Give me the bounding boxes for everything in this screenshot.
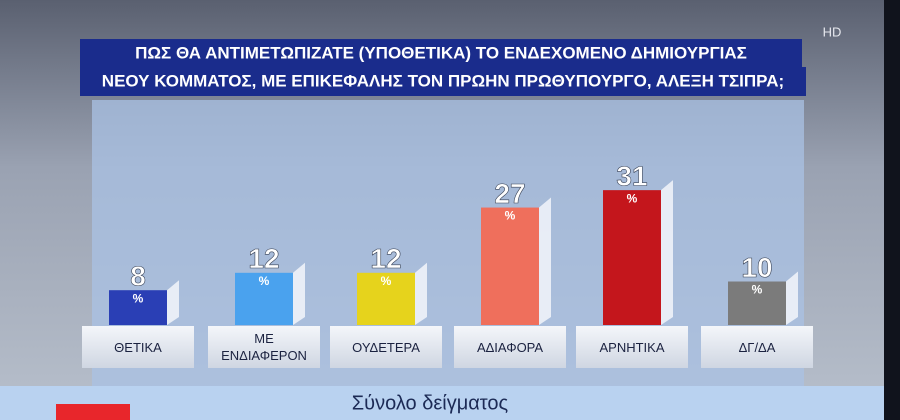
value-unit: % xyxy=(381,274,392,288)
bar xyxy=(728,281,786,325)
value-unit: % xyxy=(259,274,270,288)
bar xyxy=(357,272,415,325)
value-label: 8 xyxy=(130,261,146,292)
value-label: 12 xyxy=(370,243,401,274)
bar xyxy=(603,190,661,325)
footer-text: Σύνολο δείγματος xyxy=(352,392,509,414)
bar-side xyxy=(539,197,551,325)
value-unit: % xyxy=(505,209,516,223)
category-label: ΜΕ ΕΝΔΙΑΦΕΡΟΝ xyxy=(208,326,320,368)
title-box xyxy=(80,39,802,67)
value-unit: % xyxy=(752,283,763,297)
value-label: 27 xyxy=(494,178,525,209)
category-label: ΑΔΙΑΦΟΡΑ xyxy=(454,326,566,368)
value-unit: % xyxy=(627,191,638,205)
chart-panel xyxy=(92,100,804,388)
chart-title: ΝΕΟΥ ΚΟΜΜΑΤΟΣ, ΜΕ ΕΠΙΚΕΦΑΛΗΣ ΤΟΝ ΠΡΩΗΝ Π… xyxy=(102,71,784,90)
bar-side xyxy=(786,271,798,325)
category-label: ΘΕΤΙΚΑ xyxy=(82,326,194,368)
bar-side xyxy=(293,262,305,325)
bar-side xyxy=(167,280,179,325)
edge xyxy=(884,0,900,420)
bar xyxy=(481,207,539,325)
bar xyxy=(235,272,293,325)
value-label: 12 xyxy=(248,243,279,274)
channel-tag xyxy=(56,404,130,420)
title-box xyxy=(80,67,806,96)
value-label: 31 xyxy=(616,161,647,192)
chart-title: ΠΩΣ ΘΑ ΑΝΤΙΜΕΤΩΠΙΖΑΤΕ (ΥΠΟΘΕΤΙΚΑ) ΤΟ ΕΝΔ… xyxy=(135,43,747,62)
category-label: ΔΓ/ΔΑ xyxy=(701,326,813,368)
value-unit: % xyxy=(133,291,144,305)
category-label: ΑΡΝΗΤΙΚΑ xyxy=(576,326,688,368)
logo: HD xyxy=(823,24,842,39)
footer-band xyxy=(0,386,900,420)
category-label: ΟΥΔΕΤΕΡΑ xyxy=(330,326,442,368)
bar xyxy=(109,290,167,325)
bar-side xyxy=(415,262,427,325)
value-label: 10 xyxy=(741,252,772,283)
bar-side xyxy=(661,180,673,325)
